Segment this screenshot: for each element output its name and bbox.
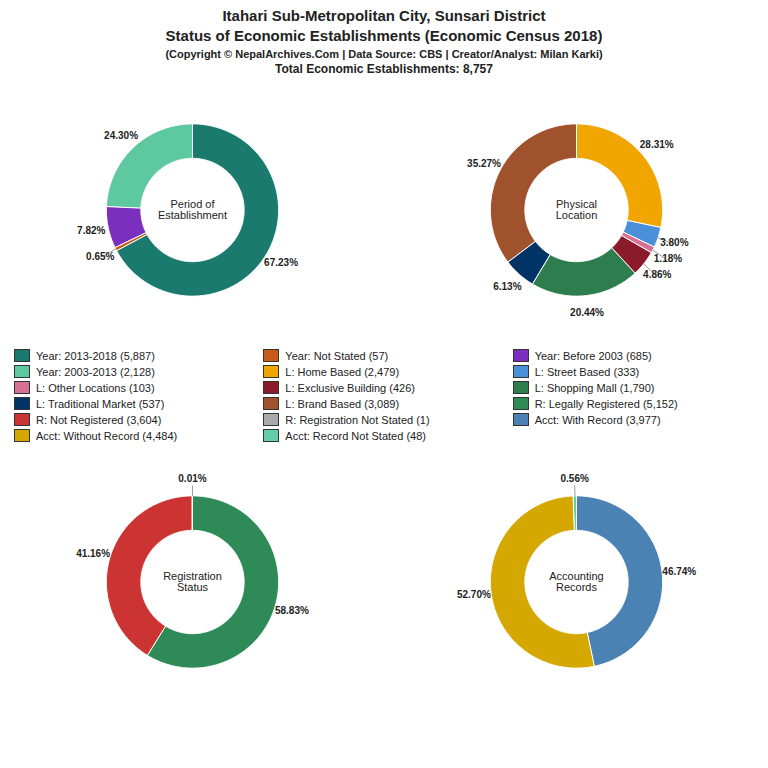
html-text:Acct: Record Not Stated (48): Acct: Record Not Stated (48) xyxy=(285,429,426,442)
html-text:Year: 2013-2018 (5,887): Year: 2013-2018 (5,887) xyxy=(36,349,155,362)
svg-text:58.83%: 58.83% xyxy=(275,605,309,616)
html-text:L: Other Locations (103): L: Other Locations (103) xyxy=(36,381,155,394)
svg-text:0.56%: 0.56% xyxy=(561,473,589,484)
html-text:Year: 2003-2013 (2,128): Year: 2003-2013 (2,128) xyxy=(36,365,155,378)
svg-text:7.82%: 7.82% xyxy=(77,225,105,236)
svg-text:Period ofEstablishment: Period ofEstablishment xyxy=(158,198,227,221)
html-text:R: Not Registered (3,604): R: Not Registered (3,604) xyxy=(36,413,162,426)
svg-text:0.01%: 0.01% xyxy=(178,473,206,484)
html-text:Acct: Without Record (4,484): Acct: Without Record (4,484) xyxy=(36,429,178,442)
svg-text:67.23%: 67.23% xyxy=(264,257,298,268)
svg-text:41.16%: 41.16% xyxy=(76,548,110,559)
html-text:Total Economic Establishments:: Total Economic Establishments: 8,757 xyxy=(275,62,493,76)
html-text:L: Brand Based (3,089): L: Brand Based (3,089) xyxy=(285,397,400,410)
html-text:(Copyright © NepalArchives.Com: (Copyright © NepalArchives.Com | Data So… xyxy=(165,48,603,60)
svg-text:3.80%: 3.80% xyxy=(660,237,688,248)
svg-text:52.70%: 52.70% xyxy=(457,589,491,600)
svg-text:PhysicalLocation: PhysicalLocation xyxy=(556,198,598,221)
svg-text:1.18%: 1.18% xyxy=(654,253,682,264)
html-text:Year: Before 2003 (685): Year: Before 2003 (685) xyxy=(534,349,652,362)
svg-text:46.74%: 46.74% xyxy=(662,566,696,577)
html-text:Acct: With Record (3,977): Acct: With Record (3,977) xyxy=(534,413,661,426)
html-text:L: Exclusive Building (426): L: Exclusive Building (426) xyxy=(285,381,415,394)
svg-text:35.27%: 35.27% xyxy=(467,158,501,169)
svg-text:24.30%: 24.30% xyxy=(104,130,138,141)
html-text:L: Shopping Mall (1,790): L: Shopping Mall (1,790) xyxy=(534,381,655,394)
html-text:R: Legally Registered (5,152): R: Legally Registered (5,152) xyxy=(534,397,678,410)
svg-text:4.86%: 4.86% xyxy=(643,269,671,280)
svg-text:RegistrationStatus: RegistrationStatus xyxy=(163,570,222,593)
svg-text:28.31%: 28.31% xyxy=(640,139,674,150)
html-text:L: Home Based (2,479): L: Home Based (2,479) xyxy=(285,365,400,378)
svg-text:20.44%: 20.44% xyxy=(570,307,604,318)
html-text:Year: Not Stated (57): Year: Not Stated (57) xyxy=(285,349,389,362)
html-text:R: Registration Not Stated (1): R: Registration Not Stated (1) xyxy=(285,413,430,426)
html-text:L: Street Based (333): L: Street Based (333) xyxy=(534,365,640,378)
svg-text:AccountingRecords: AccountingRecords xyxy=(549,570,603,593)
html-text:Itahari Sub-Metropolitan City,: Itahari Sub-Metropolitan City, Sunsari D… xyxy=(165,7,603,44)
svg-text:0.65%: 0.65% xyxy=(86,251,114,262)
html-text:L: Traditional Market (537): L: Traditional Market (537) xyxy=(36,397,165,410)
svg-text:6.13%: 6.13% xyxy=(493,281,521,292)
